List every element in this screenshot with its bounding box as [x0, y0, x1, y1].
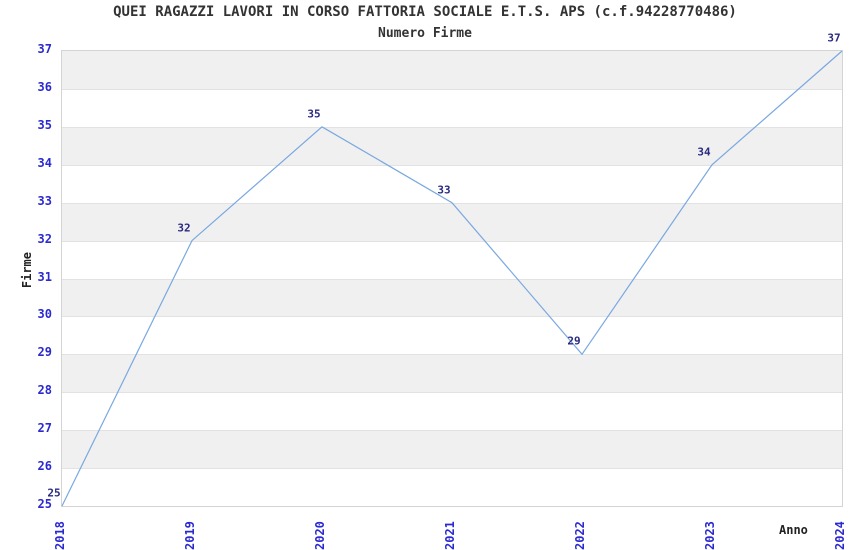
x-tick-label: 2023 — [703, 521, 717, 550]
gridline — [62, 430, 842, 432]
plot-area — [61, 50, 843, 507]
band-row — [62, 51, 842, 89]
y-tick-label: 37 — [37, 42, 52, 56]
x-tick-label: 2022 — [573, 521, 587, 550]
x-tick-label: 2024 — [833, 521, 847, 550]
gridline — [62, 354, 842, 356]
x-tick-label: 2019 — [183, 521, 197, 550]
gridline — [62, 240, 842, 242]
gridline — [62, 468, 842, 470]
band-row — [62, 316, 842, 355]
gridline — [62, 164, 842, 166]
x-tick-label: 2020 — [313, 521, 327, 550]
y-tick-label: 27 — [37, 421, 52, 436]
band-row — [62, 240, 842, 279]
band-row — [62, 126, 842, 165]
x-tick-label: 2018 — [53, 521, 67, 550]
data-point-label: 25 — [47, 486, 61, 500]
band-row — [62, 278, 842, 317]
band-row — [62, 164, 842, 203]
data-point-label: 33 — [437, 183, 451, 197]
y-tick-label: 31 — [37, 269, 52, 284]
gridline — [62, 278, 842, 280]
y-tick-label: 29 — [37, 345, 52, 360]
data-point-label: 32 — [177, 221, 191, 235]
band-row — [62, 88, 842, 127]
chart-subtitle: Numero Firme — [378, 26, 472, 41]
gridline — [62, 126, 842, 128]
y-tick-label: 32 — [37, 231, 52, 246]
data-point-label: 29 — [567, 334, 581, 348]
band-row — [62, 468, 842, 506]
y-tick-label: 26 — [37, 459, 52, 474]
band-row — [62, 430, 842, 469]
data-line — [61, 50, 843, 507]
band-row — [62, 202, 842, 241]
x-axis-title: Anno — [779, 523, 808, 537]
y-tick-label: 25 — [37, 497, 52, 511]
y-tick-label: 28 — [37, 383, 52, 398]
y-tick-label: 30 — [37, 307, 52, 322]
x-tick-label: 2021 — [443, 521, 457, 550]
y-tick-label: 33 — [37, 193, 52, 208]
line-series-svg — [61, 50, 843, 507]
data-point-label: 37 — [827, 31, 841, 45]
gridline — [62, 88, 842, 90]
chart-title: QUEI RAGAZZI LAVORI IN CORSO FATTORIA SO… — [113, 4, 737, 20]
y-tick-label: 36 — [37, 79, 52, 94]
band-row — [62, 392, 842, 431]
data-point-label: 35 — [307, 107, 321, 121]
y-tick-label: 35 — [37, 117, 52, 132]
y-tick-label: 34 — [37, 155, 52, 170]
data-point-label: 34 — [697, 145, 711, 159]
y-axis-title: Firme — [20, 252, 34, 289]
gridline — [62, 392, 842, 394]
band-row — [62, 354, 842, 393]
gridline — [62, 316, 842, 318]
